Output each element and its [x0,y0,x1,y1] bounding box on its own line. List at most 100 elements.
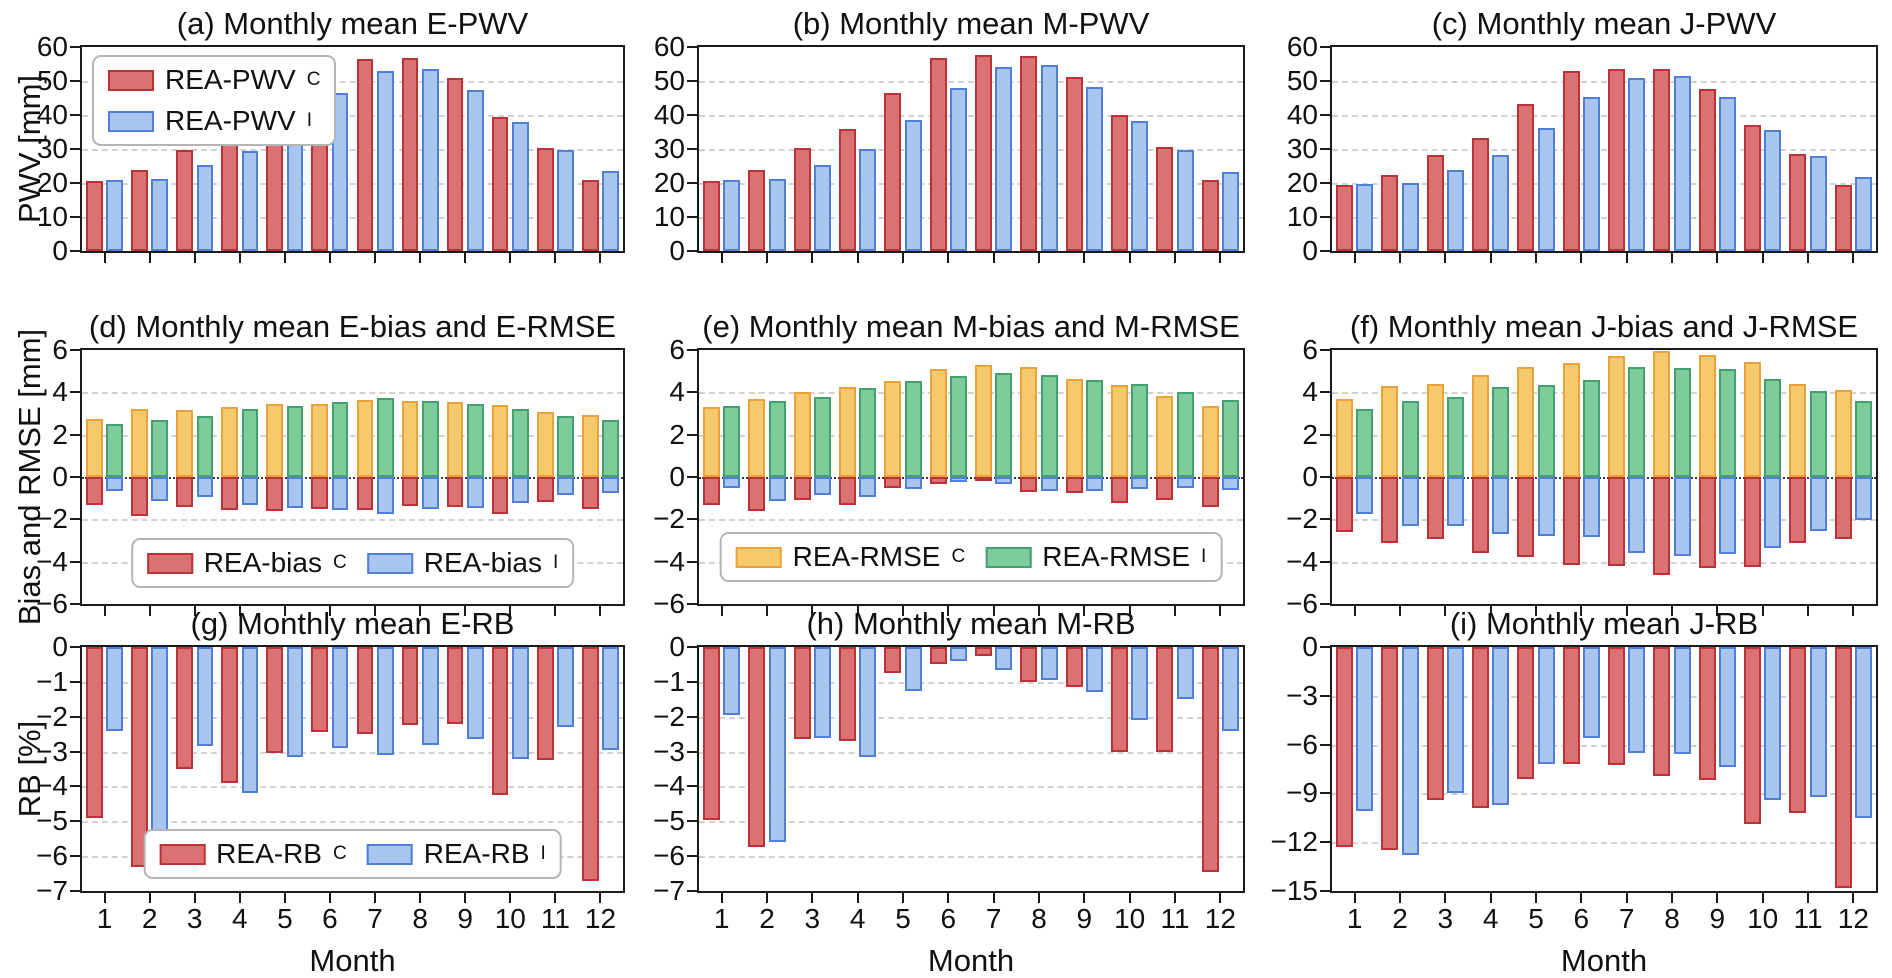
gridline [1332,842,1876,845]
x-tick-label: 6 [940,903,957,934]
y-tick-label: 0 [1302,461,1318,492]
tick-mark [687,785,697,788]
gridline [82,392,623,395]
plot-area: REA-bias C REA-bias I [70,348,625,616]
y-tick-label: 30 [653,133,685,164]
y-tick-label: −3 [653,735,685,767]
bar [929,477,947,485]
tick-mark [599,606,602,616]
bar [1447,477,1464,526]
tick-mark [1399,606,1401,616]
tick-mark [1174,606,1176,616]
y-tick-label: −2 [1286,503,1318,535]
tick-mark [1535,253,1537,263]
bar [151,647,169,839]
y-tick-label: −2 [36,503,68,535]
bar [1537,477,1555,537]
tick-mark [103,606,106,616]
tick-mark [1038,606,1040,616]
y-tick-label: 0 [52,631,68,662]
bar [1492,647,1510,805]
gridline [82,434,623,437]
bar [1719,477,1736,555]
gridline [82,786,623,789]
y-tick-label: 10 [1286,201,1318,232]
tick-mark [599,253,602,263]
bar [1789,477,1807,543]
legend-label: REA-bias [423,547,542,578]
y-axis-label: RB [%] [12,720,47,818]
gridline [1332,183,1876,185]
y-tick-label: 60 [36,31,68,62]
bar [602,647,619,750]
tick-mark [687,518,697,521]
tick-mark [1353,253,1356,263]
tick-mark [811,893,814,903]
bar [1131,121,1149,251]
bar [1562,362,1580,477]
bar [1608,69,1625,251]
bar [421,400,439,477]
x-tick-label: 12 [584,903,617,934]
tick-mark [328,253,331,263]
bar [131,647,148,867]
tick-mark [992,893,995,903]
bar [266,477,284,511]
tick-mark [1320,391,1330,394]
bar [176,410,193,477]
bar [1744,647,1761,825]
plot-area: REA-RMSE C REA-RMSE I [687,348,1245,616]
bar [1809,477,1827,531]
panel-title: (e) Monthly mean M-bias and M-RMSE [702,309,1240,344]
tick-mark [947,606,950,616]
tick-mark [103,893,106,903]
bar [1222,647,1239,731]
gridline [1332,115,1876,117]
legend-entry: REA-PWV C [108,64,320,96]
bar [1156,477,1174,501]
bar [491,477,509,515]
legend-entry: REA-RB C [159,838,347,870]
plot-area: REA-RB C REA-RB I [70,645,625,903]
bar [1764,378,1782,477]
gridline [1332,149,1876,151]
legend-label: REA-RMSE [792,541,941,572]
gridline [82,519,623,522]
y-tick-label: −1 [653,665,685,697]
bar [286,477,304,508]
bar [904,380,922,477]
tick-mark [992,606,995,616]
bar [1086,379,1103,477]
bar [814,396,831,477]
y-tick-label: 0 [1302,235,1318,266]
tick-mark [599,893,602,903]
bar [1855,400,1872,477]
y-tick-label: 0 [669,461,685,492]
bar [1855,647,1872,818]
bar [723,180,741,251]
tick-mark [687,680,697,683]
bar [1492,477,1510,535]
legend-label: REA-RMSE [1042,541,1191,572]
bar [196,477,214,498]
bar [557,149,574,251]
tick-mark [1625,606,1628,616]
bar [723,647,741,715]
bar [557,477,574,495]
bar [793,148,811,251]
bar [1356,647,1374,812]
x-tick-label: 4 [1482,903,1499,934]
tick-mark [238,606,241,616]
tick-mark [687,646,697,648]
bar [1401,477,1419,526]
zero-line [699,477,1243,479]
bar [151,477,169,502]
tick-mark [283,606,286,616]
y-tick-label: 0 [669,235,685,266]
y-tick-label: −2 [653,503,685,535]
bar [311,477,329,509]
tick-mark [1320,250,1330,252]
tick-mark [687,80,697,82]
bar [1472,375,1489,477]
bar [331,401,349,477]
